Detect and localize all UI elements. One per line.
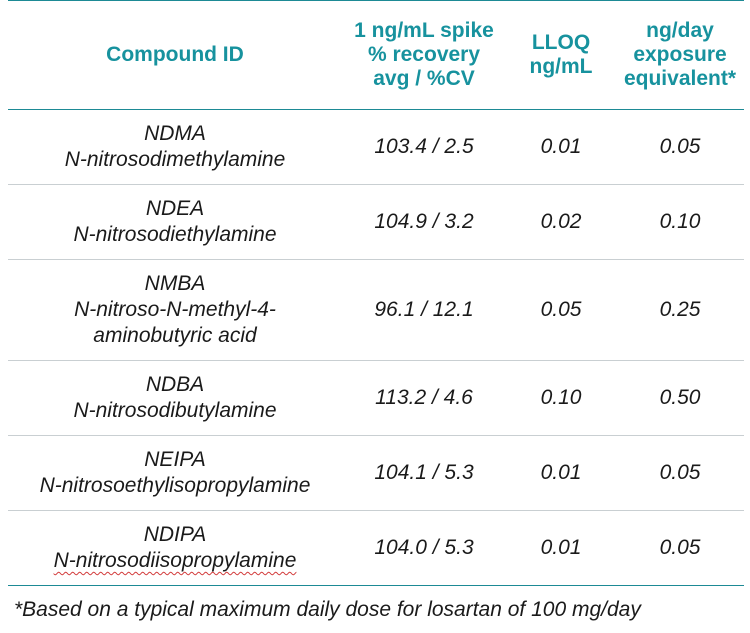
results-table-container: Compound ID 1 ng/mL spike % recovery avg… [8,0,744,586]
header-lloq: LLOQ ng/mL [506,0,616,110]
compound-cell: NEIPA N-nitrosoethylisopropylamine [8,435,342,511]
recovery-cell: 104.9 / 3.2 [342,184,506,260]
lloq-cell: 0.02 [506,184,616,260]
compound-cell: NDEA N-nitrosodiethylamine [8,184,342,260]
nitrosamine-results-table: Compound ID 1 ng/mL spike % recovery avg… [8,0,744,586]
header-compound-id: Compound ID [8,0,342,110]
exposure-cell: 0.05 [616,435,744,511]
exposure-cell: 0.05 [616,109,744,185]
spellcheck-flagged-text: N-nitrosodiisopropylamine [53,549,297,572]
exposure-cell: 0.10 [616,184,744,260]
table-row-ndba: NDBA N-nitrosodibutylamine 113.2 / 4.6 0… [8,360,744,436]
lloq-cell: 0.01 [506,435,616,511]
lloq-cell: 0.01 [506,510,616,586]
table-header-row: Compound ID 1 ng/mL spike % recovery avg… [8,0,744,110]
recovery-cell: 96.1 / 12.1 [342,259,506,361]
recovery-cell: 113.2 / 4.6 [342,360,506,436]
table-row-neipa: NEIPA N-nitrosoethylisopropylamine 104.1… [8,435,744,511]
compound-cell: NMBA N-nitroso-N-methyl-4- aminobutyric … [8,259,342,361]
exposure-cell: 0.05 [616,510,744,586]
header-recovery: 1 ng/mL spike % recovery avg / %CV [342,0,506,110]
table-row-ndipa: NDIPA N-nitrosodiisopropylamine 104.0 / … [8,510,744,586]
exposure-cell: 0.50 [616,360,744,436]
recovery-cell: 104.0 / 5.3 [342,510,506,586]
compound-cell: NDBA N-nitrosodibutylamine [8,360,342,436]
lloq-cell: 0.10 [506,360,616,436]
table-row-ndma: NDMA N-nitrosodimethylamine 103.4 / 2.5 … [8,109,744,185]
recovery-cell: 103.4 / 2.5 [342,109,506,185]
footnote: *Based on a typical maximum daily dose f… [14,598,641,621]
table-row-nmba: NMBA N-nitroso-N-methyl-4- aminobutyric … [8,259,744,361]
recovery-cell: 104.1 / 5.3 [342,435,506,511]
lloq-cell: 0.01 [506,109,616,185]
compound-cell: NDIPA N-nitrosodiisopropylamine [8,510,342,586]
table-row-ndea: NDEA N-nitrosodiethylamine 104.9 / 3.2 0… [8,184,744,260]
exposure-cell: 0.25 [616,259,744,361]
header-exposure: ng/day exposure equivalent* [616,0,744,110]
lloq-cell: 0.05 [506,259,616,361]
compound-cell: NDMA N-nitrosodimethylamine [8,109,342,185]
